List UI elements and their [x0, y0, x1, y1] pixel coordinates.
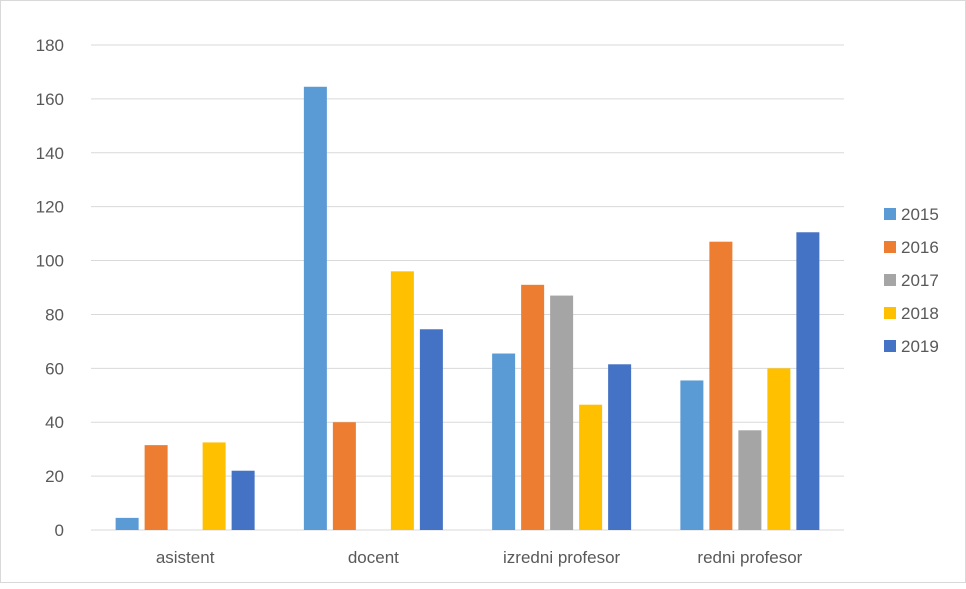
bar-2016-2	[521, 284, 545, 530]
legend: 2015 2016 2017 2018 2019	[884, 205, 939, 356]
legend-label: 2018	[901, 304, 939, 323]
y-tick-label: 80	[45, 305, 64, 324]
bar-2016-1	[332, 422, 356, 530]
y-tick-label: 180	[36, 36, 64, 55]
bar-2015-1	[303, 86, 327, 530]
bar-2016-3	[709, 241, 733, 530]
legend-swatch	[884, 241, 896, 253]
bar-2018-0	[202, 442, 226, 530]
x-axis-ticks: asistent docent izredni profesor redni prof…	[156, 548, 803, 567]
y-tick-label: 0	[55, 521, 64, 540]
bar-2019-1	[419, 329, 443, 530]
x-tick-label: redni profesor	[697, 548, 802, 567]
x-tick-label: docent	[348, 548, 399, 567]
bar-2017-2	[550, 295, 574, 530]
bar-2019-0	[231, 470, 255, 530]
x-tick-label: izredni profesor	[503, 548, 621, 567]
legend-swatch	[884, 208, 896, 220]
y-tick-label: 40	[45, 413, 64, 432]
bar-2015-3	[680, 380, 704, 530]
legend-swatch	[884, 340, 896, 352]
y-tick-label: 60	[45, 359, 64, 378]
bars	[115, 86, 820, 530]
bar-2018-2	[579, 404, 603, 530]
bar-2017-3	[738, 430, 762, 530]
bar-2015-0	[115, 517, 139, 530]
y-tick-label: 120	[36, 198, 64, 217]
y-tick-label: 160	[36, 90, 64, 109]
legend-label: 2019	[901, 337, 939, 356]
legend-swatch	[884, 274, 896, 286]
bar-2015-2	[492, 353, 516, 530]
y-tick-label: 140	[36, 144, 64, 163]
bar-2018-3	[767, 368, 791, 530]
x-tick-label: asistent	[156, 548, 215, 567]
bar-2019-2	[608, 364, 632, 530]
bar-2016-0	[144, 445, 168, 530]
y-tick-label: 100	[36, 252, 64, 271]
legend-label: 2016	[901, 238, 939, 257]
bar-2019-3	[796, 232, 820, 530]
y-tick-label: 20	[45, 467, 64, 486]
y-axis-ticks: 0 20 40 60 80 100 120 140 160 180	[36, 36, 64, 540]
legend-swatch	[884, 307, 896, 319]
legend-label: 2017	[901, 271, 939, 290]
legend-label: 2015	[901, 205, 939, 224]
bar-2018-1	[390, 271, 414, 530]
